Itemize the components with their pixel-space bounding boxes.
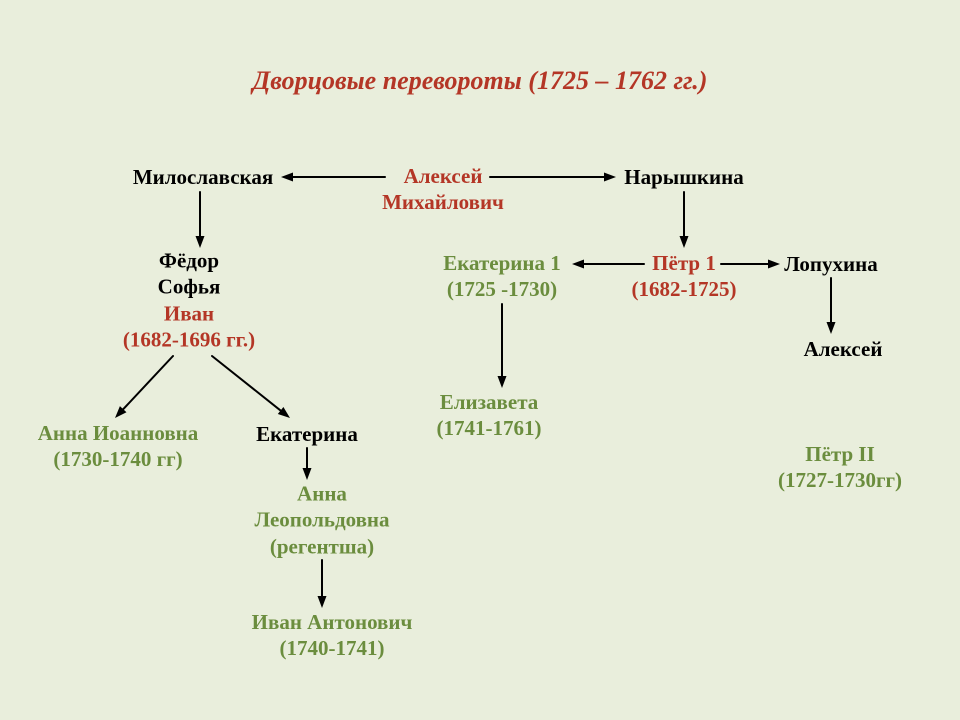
node-line: (1730-1740 гг) <box>38 446 199 472</box>
node-line: (1682-1696 гг.) <box>123 326 255 352</box>
node-peter-2: Пётр II(1727-1730гг) <box>778 441 902 494</box>
node-line: Анна Иоанновна <box>38 420 199 446</box>
node-elizaveta: Елизавета(1741-1761) <box>437 389 542 442</box>
diagram-title: Дворцовые перевороты (1725 – 1762 гг.) <box>253 65 708 98</box>
node-line: Леопольдовна <box>254 507 389 533</box>
diagram-canvas: Дворцовые перевороты (1725 – 1762 гг.) М… <box>0 0 960 720</box>
node-alexei: Алексей <box>804 336 883 362</box>
node-line: Милославская <box>133 164 273 190</box>
node-line: (1725 -1730) <box>443 276 561 302</box>
node-line: Екатерина <box>256 421 358 447</box>
node-ekaterina-1: Екатерина 1(1725 -1730) <box>443 250 561 303</box>
node-line: Елизавета <box>437 389 542 415</box>
node-naryshkina: Нарышкина <box>624 164 743 190</box>
node-line: Анна <box>254 481 389 507</box>
node-line: (1727-1730гг) <box>778 467 902 493</box>
node-line: Алексей <box>382 163 504 189</box>
node-line: Иван Антонович <box>252 609 413 635</box>
node-alexei-mikhailovich: АлексейМихайлович <box>382 163 504 216</box>
node-line: Пётр 1 <box>632 250 737 276</box>
node-anna-leopoldovna: АннаЛеопольдовна(регентша) <box>254 481 389 560</box>
node-line: Нарышкина <box>624 164 743 190</box>
node-peter-1: Пётр 1(1682-1725) <box>632 250 737 303</box>
node-line: (1740-1741) <box>252 635 413 661</box>
node-ekaterina: Екатерина <box>256 421 358 447</box>
node-anna-ioannovna: Анна Иоанновна(1730-1740 гг) <box>38 420 199 473</box>
node-line: Алексей <box>804 336 883 362</box>
node-miloslavskaya: Милославская <box>133 164 273 190</box>
node-line: (регентша) <box>254 533 389 559</box>
node-line: (1741-1761) <box>437 415 542 441</box>
node-fedor-sofia-ivan: ФёдорСофьяИван(1682-1696 гг.) <box>123 248 255 353</box>
node-line: (1682-1725) <box>632 276 737 302</box>
node-line: Лопухина <box>784 251 877 277</box>
node-line: Фёдор <box>123 248 255 274</box>
node-line: Пётр II <box>778 441 902 467</box>
node-line: Екатерина 1 <box>443 250 561 276</box>
node-line: Софья <box>123 274 255 300</box>
node-line: Иван <box>123 300 255 326</box>
node-line: Михайлович <box>382 189 504 215</box>
node-lopukhina: Лопухина <box>784 251 877 277</box>
node-ivan-antonovich: Иван Антонович(1740-1741) <box>252 609 413 662</box>
